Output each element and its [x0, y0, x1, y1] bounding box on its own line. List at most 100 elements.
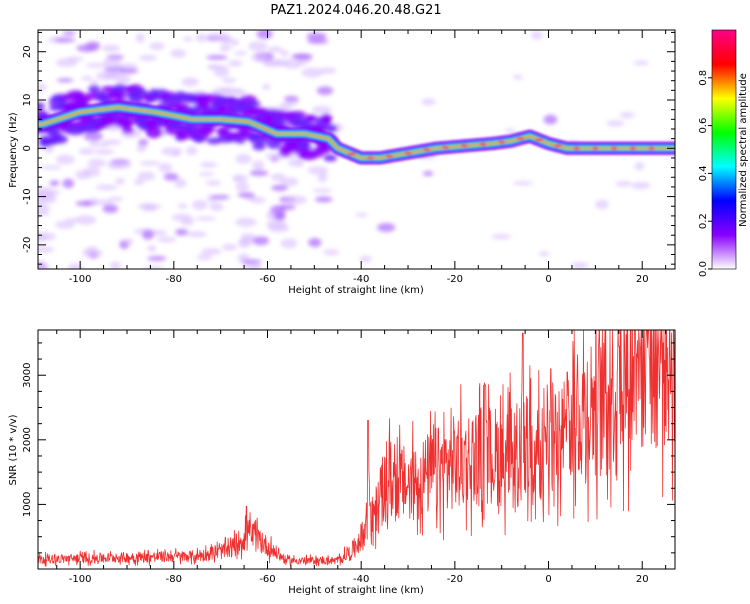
snr-line-area: [38, 330, 675, 567]
spectrogram-noise-blob: [89, 80, 99, 86]
spectrogram-noise-blob: [135, 33, 145, 43]
spectrogram-hotspot: [404, 151, 413, 155]
spectrogram-noise-blob: [248, 41, 268, 52]
spectrogram-xtick-label: -100: [69, 274, 92, 285]
spectrogram-noise-blob: [280, 238, 298, 249]
spectrogram-heatmap: [38, 30, 675, 269]
snr-xtick-label: -40: [353, 574, 369, 585]
spectrogram-noise-blob: [319, 67, 337, 74]
spectrogram-band-blob: [38, 102, 45, 111]
spectrogram-noise-blob: [102, 204, 119, 214]
spectrogram-noise-blob: [219, 44, 232, 52]
snr-xtick-label: -100: [69, 574, 92, 585]
spectrogram-noise-blob: [85, 63, 107, 68]
spectrogram-noise-blob: [265, 153, 280, 159]
spectrogram-noise-blob: [228, 38, 240, 46]
spectrogram-noise-blob: [631, 181, 651, 190]
spectrogram-noise-blob: [175, 228, 189, 236]
spectrogram-noise-blob: [89, 198, 98, 206]
spectrogram-band-blob: [193, 134, 205, 143]
spectrogram-noise-blob: [211, 32, 231, 42]
spectrogram-noise-blob: [422, 171, 434, 177]
spectrogram-noise-blob: [213, 67, 230, 78]
spectrogram-noise-blob: [251, 52, 268, 63]
spectrogram-xtick-label: 0: [545, 274, 551, 285]
spectrogram-noise-blob: [54, 37, 76, 43]
spectrogram-hotspot: [347, 152, 356, 156]
spectrogram-noise-blob: [75, 170, 91, 180]
spectrogram-band-blob: [242, 100, 261, 108]
spectrogram-noise-blob: [571, 262, 589, 269]
spectrogram-noise-blob: [38, 211, 51, 216]
spectrogram-noise-blob: [76, 44, 98, 52]
spectrogram-noise-blob: [282, 58, 302, 69]
colorbar-gradient: [712, 30, 736, 269]
spectrogram-noise-blob: [185, 146, 198, 156]
spectrogram-hotspot: [647, 146, 656, 150]
spectrogram-noise-blob: [359, 255, 372, 263]
spectrogram-noise-blob: [138, 54, 158, 61]
spectrogram-band-blob: [320, 113, 333, 125]
spectrogram-hotspot: [460, 144, 469, 148]
spectrogram-noise-blob: [276, 204, 296, 211]
spectrogram-xtick-label: -80: [166, 274, 182, 285]
spectrogram-noise-blob: [280, 177, 299, 187]
snr-xlabel: Height of straight line (km): [288, 585, 424, 596]
spectrogram-noise-blob: [206, 64, 221, 70]
spectrogram-band-blob: [88, 84, 101, 93]
spectrogram-noise-blob: [139, 160, 161, 166]
spectrogram-noise-blob: [56, 58, 78, 68]
spectrogram-ridge: [38, 106, 675, 159]
spectrogram-band-blob: [297, 140, 311, 150]
spectrogram-noise-blob: [306, 32, 327, 41]
spectrogram-band-blob: [114, 90, 127, 101]
spectrogram-noise-blob: [170, 49, 187, 58]
spectrogram-noise-blob: [250, 196, 266, 204]
spectrogram-hotspot: [516, 137, 525, 141]
spectrogram-noise-blob: [75, 215, 97, 225]
spectrogram-noise-blob: [137, 171, 156, 181]
spectrogram-noise-blob: [101, 44, 121, 52]
spectrogram-noise-blob: [49, 180, 60, 187]
colorbar-tick-label: 0.4: [698, 165, 709, 181]
spectrogram-noise-blob: [38, 83, 47, 92]
spectrogram-ytick-label: -10: [22, 188, 33, 204]
spectrogram-noise-blob: [606, 120, 624, 127]
spectrogram-band-blob: [53, 135, 68, 144]
spectrogram-band-blob: [323, 154, 337, 162]
spectrogram-noise-blob: [81, 75, 93, 81]
spectrogram-noise-blob: [93, 149, 115, 155]
spectrogram-noise-blob: [270, 173, 286, 181]
spectrogram-noise-blob: [54, 220, 75, 229]
snr-ylabel: SNR (10 * v/v): [8, 414, 19, 485]
spectrogram-noise-blob: [38, 245, 55, 253]
spectrogram-noise-blob: [283, 95, 299, 102]
spectrogram-noise-blob: [110, 161, 132, 169]
spectrogram-noise-blob: [38, 232, 48, 242]
spectrogram-noise-blob: [137, 203, 155, 210]
spectrogram-ytick-label: 20: [22, 45, 33, 58]
snr-ytick-label: 2000: [22, 427, 33, 452]
snr-panel: -100 -80 -60 -40 -20 0 20 1000 2000 3000 Height o…: [8, 329, 676, 596]
spectrogram-noise-blob: [311, 105, 332, 114]
spectrogram-frame: [37, 29, 676, 270]
spectrogram-noise-blob: [291, 53, 311, 59]
spectrogram-noise-blob: [136, 144, 147, 153]
spectrogram-band-blob: [121, 126, 134, 134]
spectrogram-noise-blob: [186, 231, 207, 238]
spectrogram-noise-blob: [280, 50, 289, 57]
spectrogram-noise-blob: [89, 139, 100, 148]
spectrogram-noise-blob: [174, 178, 187, 188]
spectrogram-noise-blob: [512, 181, 534, 186]
spectrogram-band-blob: [252, 142, 266, 151]
spectrogram-band-blob: [145, 126, 163, 139]
spectrogram-noise-blob: [133, 178, 145, 186]
spectrogram-xtick-label: -60: [259, 274, 275, 285]
spectrogram-noise-blob: [312, 188, 332, 193]
spectrogram-noise-blob: [55, 154, 75, 165]
snr-xtick-label: -20: [447, 574, 463, 585]
spectrogram-noise-blob: [317, 172, 328, 183]
colorbar-tick-label: 0.6: [698, 118, 709, 134]
spectrogram-noise-blob: [538, 251, 550, 257]
spectrogram-hotspot: [441, 145, 450, 150]
